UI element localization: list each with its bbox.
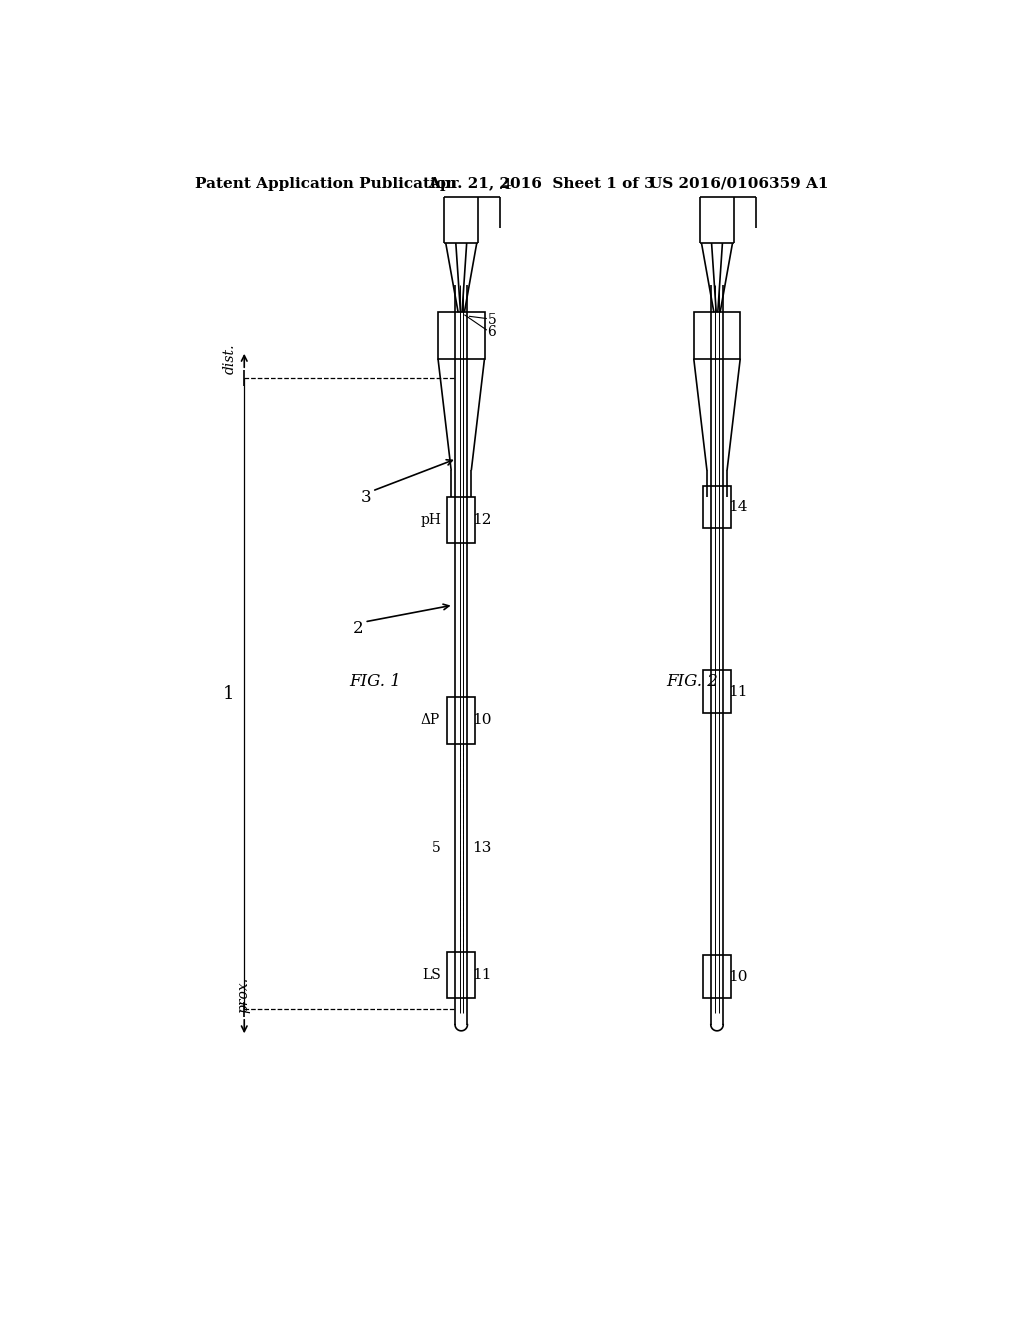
Text: FIG. 1: FIG. 1: [349, 673, 400, 690]
Bar: [703, 671, 731, 713]
Text: Apr. 21, 2016  Sheet 1 of 3: Apr. 21, 2016 Sheet 1 of 3: [428, 177, 654, 191]
Bar: [447, 498, 475, 544]
Text: 2: 2: [352, 619, 364, 636]
Text: 12: 12: [472, 513, 492, 527]
Bar: [447, 697, 475, 743]
Bar: [703, 486, 731, 528]
Text: dist.: dist.: [222, 343, 237, 374]
Text: LS: LS: [422, 968, 441, 982]
Text: 11: 11: [472, 968, 492, 982]
Text: 11: 11: [728, 685, 748, 698]
Text: 10: 10: [728, 969, 748, 983]
Text: 1: 1: [223, 685, 234, 702]
Bar: [438, 313, 484, 359]
Bar: [693, 313, 740, 359]
Text: 3: 3: [360, 488, 371, 506]
Text: 4: 4: [502, 178, 511, 193]
Text: 10: 10: [472, 714, 492, 727]
Text: 6: 6: [487, 325, 497, 339]
Text: 13: 13: [472, 841, 492, 854]
Bar: [447, 952, 475, 998]
Text: 5: 5: [487, 313, 497, 327]
Text: FIG. 2: FIG. 2: [667, 673, 719, 690]
Bar: [703, 956, 731, 998]
Text: 5: 5: [432, 841, 441, 854]
Text: prox.: prox.: [237, 977, 251, 1014]
Text: US 2016/0106359 A1: US 2016/0106359 A1: [649, 177, 828, 191]
Text: Patent Application Publication: Patent Application Publication: [196, 177, 458, 191]
Text: ΔP: ΔP: [420, 714, 439, 727]
Text: pH: pH: [420, 513, 441, 527]
Text: 14: 14: [728, 500, 748, 513]
